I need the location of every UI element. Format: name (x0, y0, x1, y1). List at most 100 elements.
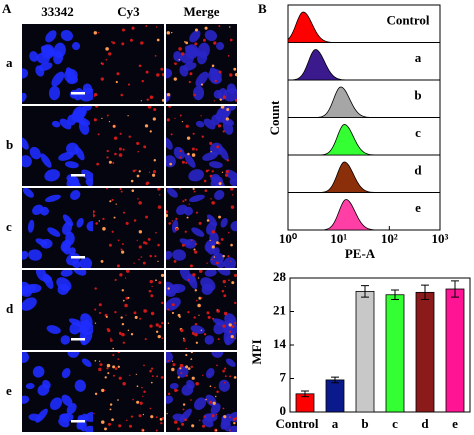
signal-dot (194, 322, 198, 326)
x-tick-label: e (452, 416, 458, 431)
signal-dot (110, 339, 113, 342)
nucleus (22, 352, 29, 363)
micrograph (22, 24, 93, 104)
nucleus (211, 352, 224, 358)
signal-dot (217, 124, 222, 128)
signal-dot (94, 287, 97, 290)
signal-dot (220, 237, 224, 241)
nucleus (214, 190, 225, 201)
signal-dot (131, 26, 135, 30)
signal-dot (195, 299, 198, 302)
signal-dot (103, 389, 106, 392)
nucleus (169, 283, 186, 294)
nucleus (53, 51, 64, 65)
scale-bar (71, 174, 85, 177)
signal-dot (117, 365, 121, 368)
row-label: a (6, 55, 13, 70)
signal-dot (145, 25, 148, 28)
nucleus (66, 176, 79, 186)
signal-dot (190, 399, 192, 401)
series-label: Control (386, 13, 429, 28)
signal-dot (109, 200, 112, 203)
signal-dot (124, 277, 127, 279)
image-content (94, 270, 164, 350)
nucleus (210, 253, 225, 266)
signal-dot (174, 117, 176, 120)
signal-dot (122, 211, 126, 214)
signal-dot (176, 389, 179, 392)
nucleus (206, 214, 218, 227)
signal-dot (108, 121, 111, 123)
signal-dot (216, 241, 219, 245)
signal-dot (160, 376, 164, 379)
signal-dot (118, 376, 122, 380)
micrograph (166, 106, 237, 186)
signal-dot (170, 133, 173, 136)
signal-dot (181, 121, 184, 123)
nucleus (218, 379, 230, 392)
signal-dot (138, 230, 142, 234)
scale-bar (71, 420, 85, 423)
column-header: Merge (183, 4, 219, 19)
signal-dot (184, 198, 187, 201)
signal-dot (144, 124, 149, 128)
signal-dot (136, 385, 139, 388)
signal-dot (121, 289, 124, 292)
nucleus (210, 403, 221, 415)
image-bg (93, 352, 164, 432)
signal-dot (175, 217, 178, 220)
signal-dot (112, 347, 115, 350)
micrograph (93, 270, 164, 350)
signal-dot (228, 429, 231, 432)
signal-dot (198, 314, 200, 316)
signal-dot (107, 372, 110, 375)
nucleus (230, 220, 237, 232)
nucleus (62, 214, 74, 227)
signal-dot (166, 118, 170, 122)
nucleus (185, 44, 199, 59)
signal-dot (97, 31, 100, 34)
signal-dot (160, 67, 164, 71)
micrograph (22, 188, 93, 268)
nucleus (176, 204, 188, 215)
signal-dot (153, 159, 156, 162)
signal-dot (223, 311, 228, 316)
image-content (22, 352, 93, 432)
nucleus (81, 358, 92, 367)
nucleus (51, 71, 65, 87)
signal-dot (147, 237, 151, 241)
x-tick-label: Control (275, 416, 318, 431)
nucleus (67, 352, 80, 358)
nucleus (56, 277, 72, 292)
signal-dot (133, 262, 135, 264)
signal-dot (142, 429, 145, 432)
x-tick-label: b (361, 416, 368, 431)
series-label: c (415, 125, 421, 140)
signal-dot (138, 201, 142, 205)
signal-dot (213, 100, 215, 102)
signal-dot (231, 325, 235, 329)
signal-dot (94, 359, 97, 362)
y-tick-label: 0 (280, 403, 287, 418)
signal-dot (181, 422, 185, 426)
signal-dot (204, 189, 208, 192)
signal-dot (230, 334, 234, 339)
nucleus (79, 257, 93, 268)
signal-dot (229, 375, 232, 378)
signal-dot (100, 259, 104, 263)
signal-dot (212, 317, 215, 320)
signal-dot (219, 98, 222, 101)
signal-dot (166, 213, 168, 218)
signal-dot (179, 114, 182, 117)
signal-dot (189, 264, 193, 268)
series-label: d (414, 163, 422, 178)
signal-dot (130, 333, 134, 336)
signal-dot (225, 117, 229, 121)
signal-dot (102, 217, 105, 220)
image-content (93, 352, 164, 432)
micrograph (93, 188, 164, 268)
signal-dot (191, 376, 195, 380)
nucleus (81, 323, 90, 334)
signal-dot (203, 179, 207, 183)
signal-dot (233, 376, 237, 379)
